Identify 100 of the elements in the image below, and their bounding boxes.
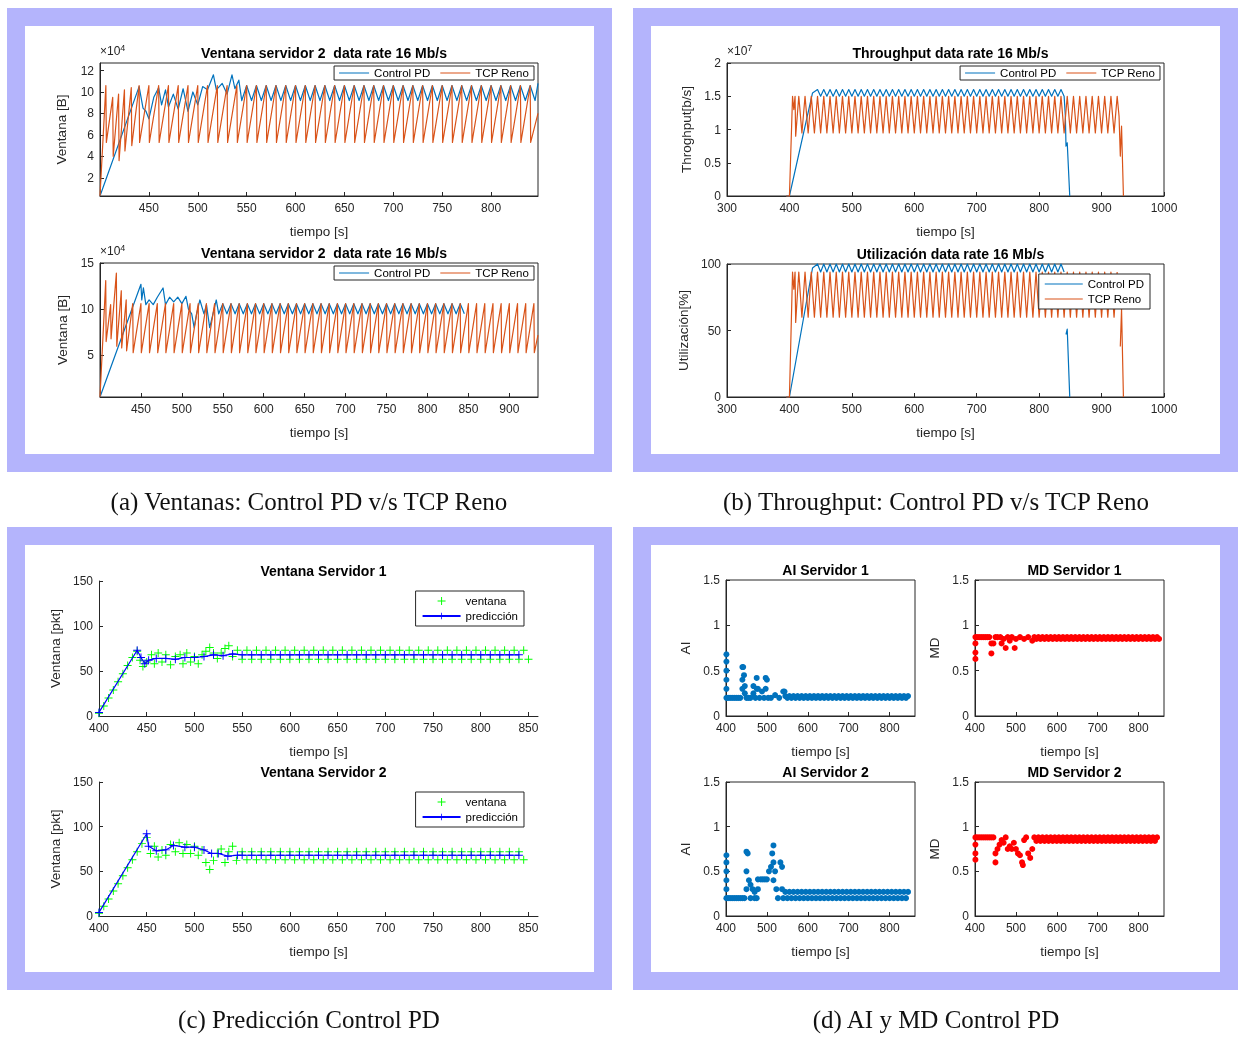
y-axis-title: AI — [677, 842, 693, 856]
point — [448, 851, 457, 860]
chart-title: Throughput data rate 16 Mb/s — [852, 45, 1049, 61]
y-tick-label: 1 — [962, 819, 970, 834]
point — [266, 851, 275, 860]
x-tick-label: 600 — [285, 201, 306, 215]
y-tick-label: 1.5 — [952, 573, 970, 587]
legend-label: Control PD — [1087, 278, 1145, 290]
x-tick-label: 800 — [879, 921, 900, 935]
x-tick-label: 400 — [964, 721, 986, 735]
point — [429, 851, 438, 860]
x-tick-label: 650 — [334, 201, 355, 215]
text: (c) Predicción Control PD — [178, 1006, 440, 1034]
y-axis-title: Ventana [pkt] — [47, 809, 63, 889]
x-tick-label: 800 — [879, 721, 900, 735]
x-tick-label: 600 — [279, 921, 301, 935]
x-tick-label: 850 — [458, 402, 479, 416]
point — [333, 851, 342, 860]
y-tick-label: 4 — [87, 149, 95, 164]
point — [142, 829, 151, 838]
text: (a) Ventanas: Control PD v/s TCP Reno — [110, 488, 508, 516]
x-tick-label: 450 — [136, 921, 158, 935]
x-tick-label: 550 — [212, 402, 234, 416]
chart-title: Utilización data rate 16 Mb/s — [856, 246, 1045, 262]
chart-title: MD Servidor 1 — [1027, 562, 1122, 578]
y-tick-label: 10 — [80, 302, 95, 317]
x-tick-label: 750 — [432, 201, 453, 215]
legend-label: ventana — [465, 595, 508, 607]
y-tick-label: 0 — [713, 709, 721, 723]
point — [495, 851, 504, 860]
text: (d) AI y MD Control PD — [812, 1006, 1060, 1034]
y-axis-title: Utilización[%] — [675, 289, 691, 372]
x-tick-label: 900 — [1091, 201, 1112, 215]
point — [457, 851, 466, 860]
point — [514, 851, 523, 860]
x-tick-label: 400 — [715, 921, 737, 935]
y-axis-title: MD — [926, 637, 942, 659]
x-tick-label: 850 — [518, 721, 539, 735]
chart-title: Ventana servidor 2 data rate 16 Mb/s — [201, 245, 448, 261]
x-axis-title: tiempo [s] — [289, 424, 349, 440]
x-tick-label: 700 — [966, 402, 988, 416]
y-tick-label: 8 — [87, 106, 95, 121]
x-tick-label: 500 — [756, 721, 778, 735]
x-tick-label: 1000 — [1150, 402, 1178, 416]
x-tick-label: 500 — [841, 402, 863, 416]
chart-title: Ventana Servidor 1 — [260, 563, 387, 579]
y-tick-label: 100 — [72, 819, 94, 834]
y-tick-label: 10 — [80, 84, 95, 99]
x-tick-label: 750 — [376, 402, 397, 416]
x-tick-label: 800 — [1128, 721, 1149, 735]
legend-label: Control PD — [374, 267, 431, 279]
x-tick-label: 400 — [88, 721, 110, 735]
x-axis-title: tiempo [s] — [916, 424, 975, 440]
y-tick-label: 0.5 — [952, 663, 970, 678]
point — [505, 851, 514, 860]
x-tick-label: 500 — [841, 201, 863, 215]
x-tick-label: 600 — [797, 721, 819, 735]
x-tick-label: 700 — [838, 721, 860, 735]
x-tick-label: 800 — [1029, 402, 1050, 416]
point — [476, 851, 485, 860]
point — [343, 851, 352, 860]
y-tick-label: 150 — [72, 775, 94, 789]
x-axis-title: tiempo [s] — [916, 223, 975, 239]
x-tick-label: 400 — [88, 921, 110, 935]
x-axis-title: tiempo [s] — [1040, 743, 1099, 759]
x-tick-label: 800 — [417, 402, 438, 416]
x-tick-label: 600 — [253, 402, 275, 416]
x-tick-label: 700 — [1087, 721, 1109, 735]
point — [486, 851, 495, 860]
point — [304, 851, 313, 860]
point — [144, 842, 153, 851]
x-tick-label: 700 — [383, 201, 404, 215]
x-tick-label: 800 — [481, 201, 502, 215]
point — [390, 851, 399, 860]
x-tick-label: 400 — [964, 921, 986, 935]
y-tick-label: 0.5 — [704, 155, 722, 170]
x-tick-label: 900 — [499, 402, 520, 416]
x-tick-label: 1000 — [1150, 201, 1178, 215]
y-tick-label: 0 — [714, 189, 722, 203]
chart-title: Ventana servidor 2 data rate 16 Mb/s — [201, 45, 448, 61]
y-tick-label: 50 — [79, 864, 94, 879]
x-tick-label: 750 — [423, 721, 444, 735]
x-tick-label: 500 — [187, 201, 209, 215]
point — [362, 851, 371, 860]
y-tick-label: 0 — [714, 390, 722, 404]
y-tick-label: 100 — [700, 257, 722, 271]
point — [438, 851, 447, 860]
y-tick-label: 50 — [79, 664, 94, 678]
x-tick-label: 650 — [294, 402, 315, 416]
legend-label: ventana — [465, 796, 508, 808]
chart-title: Ventana Servidor 2 — [260, 764, 387, 780]
point — [324, 851, 333, 860]
x-tick-label: 400 — [779, 402, 800, 416]
x-axis-title: tiempo [s] — [289, 943, 348, 959]
y-axis-title: Ventana [B] — [55, 295, 71, 365]
x-tick-label: 600 — [279, 721, 301, 735]
line-series — [785, 95, 1125, 197]
y-tick-label: 50 — [707, 323, 722, 338]
y-tick-label: 1 — [962, 618, 970, 633]
x-tick-label: 450 — [130, 402, 152, 416]
